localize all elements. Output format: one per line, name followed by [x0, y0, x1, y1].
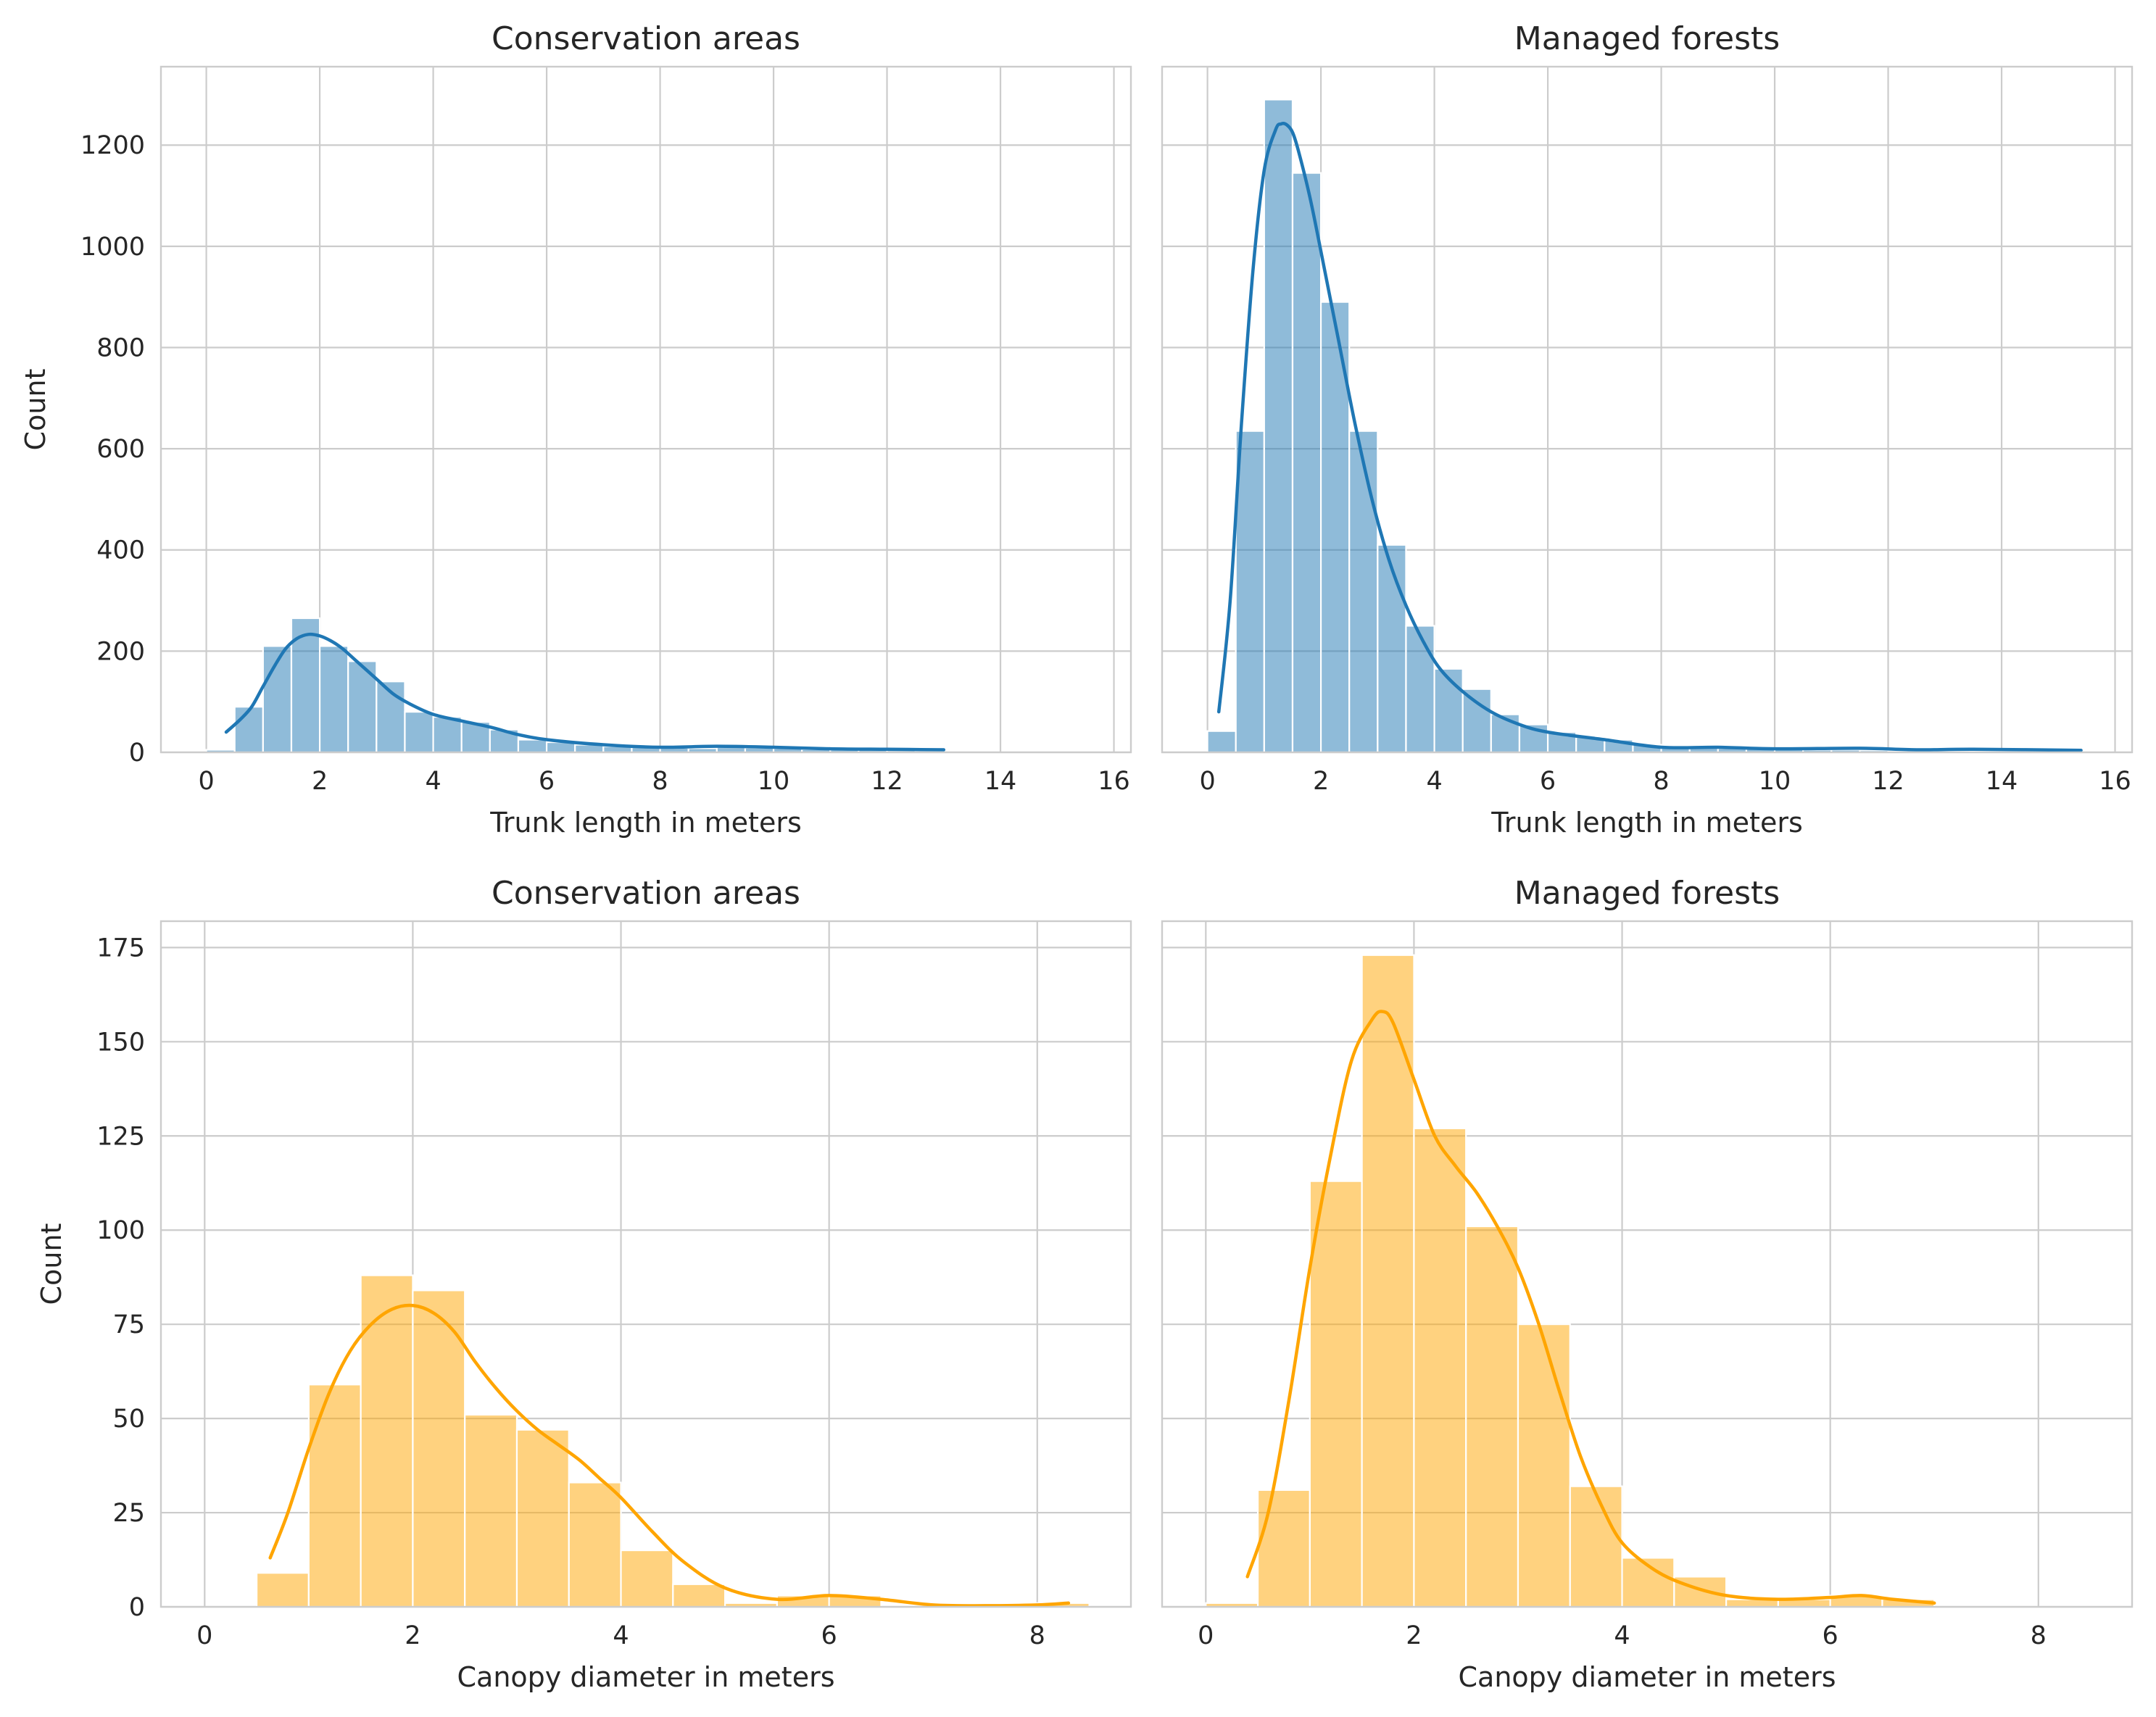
- panel-2: 0 2 4 6 8 10 12 14 16 Managed forests Trunk length…: [1161, 20, 2134, 839]
- x-tick-label: 6: [539, 767, 555, 796]
- panel-title: Conservation areas: [492, 875, 800, 912]
- y-tick-label: 50: [112, 1405, 145, 1434]
- histogram-bar: [1433, 668, 1464, 754]
- y-tick-label: 25: [112, 1499, 145, 1528]
- x-tick-label: 2: [1313, 767, 1329, 796]
- histogram-bar: [464, 1413, 518, 1608]
- histogram-bar: [255, 1572, 310, 1608]
- axes-frame: [1161, 65, 2134, 754]
- x-tick-label: 4: [613, 1621, 629, 1650]
- histogram-bar: [318, 645, 349, 754]
- histogram-bar: [1673, 1576, 1728, 1608]
- histogram-bar: [515, 1429, 570, 1608]
- x-tick-label: 6: [821, 1621, 837, 1650]
- histogram-bar: [1413, 1127, 1467, 1608]
- axes-frame: [159, 920, 1132, 1608]
- y-tick-label: 175: [96, 934, 145, 963]
- histogram-bar: [404, 711, 434, 754]
- y-tick-label: 800: [96, 333, 145, 362]
- x-tick-label: 14: [984, 767, 1017, 796]
- y-tick-label: 75: [112, 1310, 145, 1339]
- kde-curve: [1245, 1010, 1936, 1605]
- histogram-bar: [233, 706, 264, 754]
- histogram-bar: [1291, 172, 1322, 754]
- histogram-bar: [1461, 688, 1492, 754]
- histogram-bar: [517, 739, 548, 754]
- x-tick-label: 0: [198, 767, 214, 796]
- histogram-bar: [1256, 1489, 1311, 1608]
- kde-curve: [224, 632, 946, 752]
- x-tick-label: 4: [1614, 1621, 1630, 1650]
- x-tick-label: 2: [1406, 1621, 1422, 1650]
- histogram-bar: [620, 1549, 674, 1608]
- x-tick-label: 0: [1199, 767, 1215, 796]
- histogram-bar: [568, 1481, 622, 1608]
- histogram-bar: [1569, 1485, 1623, 1608]
- x-tick-label: 6: [1823, 1621, 1838, 1650]
- y-axis-label: Count: [36, 1223, 67, 1305]
- histogram-bar: [1546, 731, 1577, 754]
- histogram-bar: [1309, 1180, 1363, 1608]
- x-tick-label: 16: [1098, 767, 1130, 796]
- histogram-bar: [412, 1289, 466, 1608]
- histogram-bar: [1517, 1323, 1571, 1608]
- panel-1: 0 2 4 6 8 10 12 14 16 0 200 400 600 800 1000 1200 Conser…: [20, 20, 1132, 839]
- y-axis-label: Count: [20, 369, 51, 451]
- panel-title: Conservation areas: [492, 20, 800, 57]
- x-tick-label: 2: [312, 767, 328, 796]
- histogram-bar: [1465, 1225, 1519, 1608]
- histogram-bar: [1377, 544, 1407, 754]
- panel-title: Managed forests: [1514, 20, 1780, 57]
- histogram-bar: [432, 716, 463, 754]
- y-tick-label: 150: [96, 1028, 145, 1057]
- histogram-bar: [1405, 625, 1435, 754]
- x-tick-label: 12: [1872, 767, 1904, 796]
- x-tick-label: 6: [1540, 767, 1556, 796]
- plot-area: [161, 921, 1131, 1607]
- x-axis-label: Trunk length in meters: [1490, 807, 1803, 839]
- axes-frame: [1161, 920, 2134, 1608]
- y-tick-label: 125: [96, 1122, 145, 1151]
- y-tick-label: 600: [96, 435, 145, 464]
- y-tick-label: 100: [96, 1216, 145, 1245]
- x-tick-label: 16: [2099, 767, 2131, 796]
- x-tick-label: 14: [1986, 767, 2018, 796]
- y-tick-label: 1000: [80, 233, 145, 262]
- x-tick-label: 4: [425, 767, 441, 796]
- x-tick-label: 2: [405, 1621, 420, 1650]
- panel-title: Managed forests: [1514, 875, 1780, 912]
- histogram-bar: [672, 1583, 726, 1608]
- x-tick-label: 10: [758, 767, 790, 796]
- panel-3: 0 2 4 6 8 0 25 50 75 100 125 150 175 Conservation are…: [36, 875, 1132, 1693]
- histogram-bar: [1348, 430, 1379, 754]
- y-tick-label: 1200: [80, 131, 145, 160]
- x-tick-label: 0: [196, 1621, 212, 1650]
- x-tick-label: 10: [1759, 767, 1791, 796]
- histogram-bar: [307, 1384, 362, 1608]
- x-tick-label: 4: [1426, 767, 1442, 796]
- kde-curve: [1216, 122, 2083, 752]
- x-tick-label: 8: [652, 767, 668, 796]
- x-tick-label: 8: [2031, 1621, 2047, 1650]
- x-axis-label: Canopy diameter in meters: [457, 1661, 835, 1693]
- kde-curve: [268, 1303, 1071, 1608]
- x-tick-label: 0: [1198, 1621, 1214, 1650]
- x-tick-label: 8: [1653, 767, 1669, 796]
- axes-frame: [159, 65, 1132, 754]
- histogram-bar: [1206, 730, 1237, 754]
- y-tick-label: 400: [96, 536, 145, 565]
- x-axis-label: Canopy diameter in meters: [1459, 1661, 1836, 1693]
- y-tick-label: 200: [96, 637, 145, 666]
- panel-4: 0 2 4 6 8 Managed forests Canopy diameter in m…: [1161, 875, 2134, 1693]
- histogram-bar: [1263, 99, 1294, 754]
- x-axis-label: Trunk length in meters: [489, 807, 802, 839]
- y-tick-label: 0: [129, 739, 145, 768]
- x-tick-label: 12: [871, 767, 903, 796]
- y-tick-label: 0: [129, 1593, 145, 1622]
- histogram-bar: [1235, 430, 1265, 754]
- x-tick-label: 8: [1029, 1621, 1045, 1650]
